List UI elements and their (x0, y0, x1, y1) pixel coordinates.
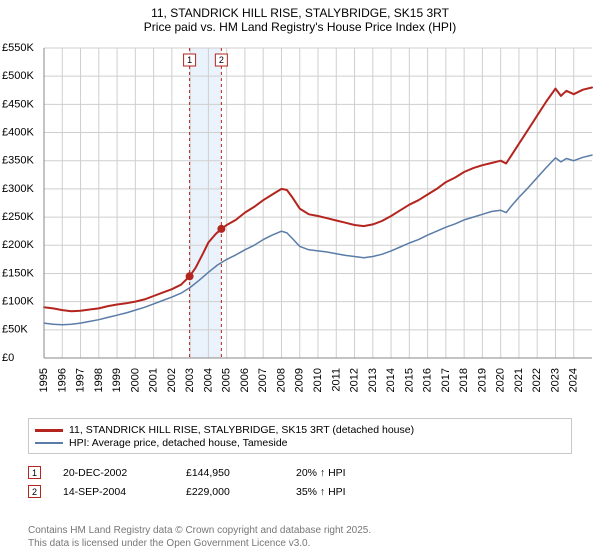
svg-text:£100K: £100K (2, 296, 34, 308)
sale-price: £144,950 (186, 467, 296, 479)
svg-text:1998: 1998 (93, 368, 105, 392)
svg-text:2007: 2007 (257, 368, 269, 392)
sale-row: 2 14-SEP-2004 £229,000 35% ↑ HPI (28, 485, 572, 498)
svg-text:2008: 2008 (275, 368, 287, 392)
svg-text:£500K: £500K (2, 70, 34, 82)
svg-text:2: 2 (219, 55, 224, 65)
title-line-2: Price paid vs. HM Land Registry's House … (0, 20, 600, 34)
sale-delta-hpi: 20% ↑ HPI (296, 467, 346, 479)
svg-text:£150K: £150K (2, 267, 34, 279)
legend-item-price-paid: 11, STANDRICK HILL RISE, STALYBRIDGE, SK… (35, 424, 565, 436)
legend: 11, STANDRICK HILL RISE, STALYBRIDGE, SK… (28, 418, 572, 454)
svg-text:£350K: £350K (2, 155, 34, 167)
chart: £0 £50K £100K £150K £200K £250K £300K £350K £400… (0, 40, 600, 410)
legend-label: HPI: Average price, detached house, Tame… (69, 437, 288, 449)
svg-text:2004: 2004 (202, 368, 214, 392)
svg-text:£550K: £550K (2, 42, 34, 54)
svg-text:2011: 2011 (330, 368, 342, 392)
legend-swatch-icon (35, 437, 63, 449)
svg-text:£300K: £300K (2, 183, 34, 195)
svg-text:1: 1 (187, 55, 192, 65)
legend-label: 11, STANDRICK HILL RISE, STALYBRIDGE, SK… (69, 424, 414, 436)
svg-text:£0: £0 (2, 352, 14, 364)
sale-price: £229,000 (186, 486, 296, 498)
sale-row: 1 20-DEC-2002 £144,950 20% ↑ HPI (28, 466, 572, 479)
legend-swatch-icon (35, 424, 63, 436)
svg-text:2022: 2022 (531, 368, 543, 392)
svg-text:£250K: £250K (2, 211, 34, 223)
svg-text:£200K: £200K (2, 239, 34, 251)
svg-text:£50K: £50K (2, 324, 28, 336)
sale-marker-icon: 2 (28, 485, 41, 498)
svg-text:£450K: £450K (2, 98, 34, 110)
svg-text:2000: 2000 (129, 368, 141, 392)
svg-text:2018: 2018 (458, 368, 470, 392)
svg-text:2024: 2024 (568, 368, 580, 392)
svg-text:1997: 1997 (75, 368, 87, 392)
svg-text:2002: 2002 (166, 368, 178, 392)
svg-text:2020: 2020 (495, 368, 507, 392)
sale-date: 20-DEC-2002 (41, 467, 186, 479)
svg-text:2019: 2019 (476, 368, 488, 392)
footnote: Contains HM Land Registry data © Crown c… (28, 525, 371, 550)
svg-text:£400K: £400K (2, 126, 34, 138)
legend-item-hpi: HPI: Average price, detached house, Tame… (35, 437, 565, 449)
sale-delta-hpi: 35% ↑ HPI (296, 486, 346, 498)
svg-text:2013: 2013 (367, 368, 379, 392)
svg-text:2005: 2005 (221, 368, 233, 392)
svg-text:2006: 2006 (239, 368, 251, 392)
svg-text:2010: 2010 (312, 368, 324, 392)
svg-text:2016: 2016 (422, 368, 434, 392)
svg-text:1999: 1999 (111, 368, 123, 392)
svg-text:2009: 2009 (294, 368, 306, 392)
footnote-line: This data is licensed under the Open Gov… (28, 538, 371, 551)
title-line-1: 11, STANDRICK HILL RISE, STALYBRIDGE, SK… (0, 6, 600, 20)
footnote-line: Contains HM Land Registry data © Crown c… (28, 525, 371, 538)
svg-text:2017: 2017 (440, 368, 452, 392)
svg-text:2015: 2015 (403, 368, 415, 392)
svg-text:2014: 2014 (385, 368, 397, 392)
sale-date: 14-SEP-2004 (41, 486, 186, 498)
svg-text:2023: 2023 (549, 368, 561, 392)
svg-text:2001: 2001 (148, 368, 160, 392)
svg-text:2021: 2021 (513, 368, 525, 392)
svg-text:2012: 2012 (349, 368, 361, 392)
svg-text:2003: 2003 (184, 368, 196, 392)
sales-table: 1 20-DEC-2002 £144,950 20% ↑ HPI 2 14-SE… (28, 460, 572, 498)
svg-text:1995: 1995 (38, 368, 50, 392)
sale-marker-icon: 1 (28, 466, 41, 479)
svg-text:1996: 1996 (56, 368, 68, 392)
